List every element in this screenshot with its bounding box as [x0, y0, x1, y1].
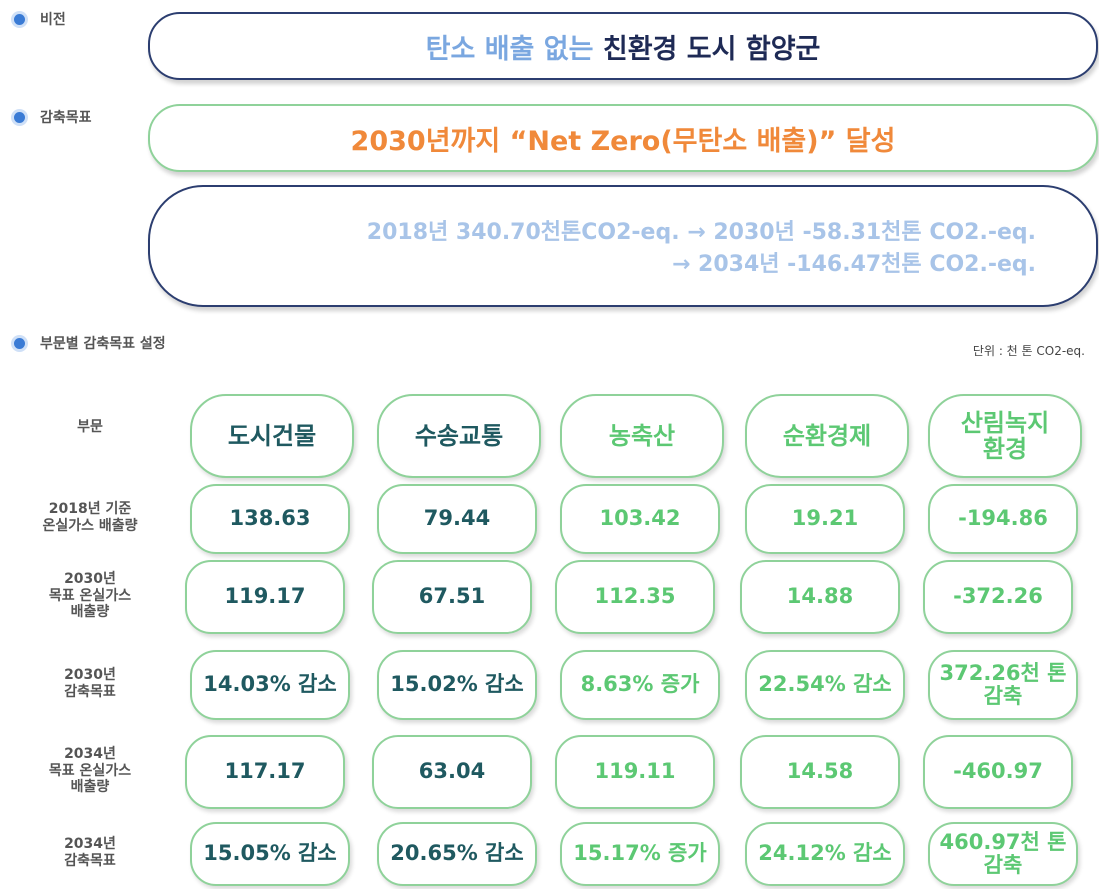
table-cell: 67.51	[372, 560, 532, 634]
row-label: 2034년 감축목표	[64, 836, 116, 869]
column-header: 도시건물	[190, 394, 354, 478]
column-header: 농축산	[560, 394, 724, 478]
table-cell: 15.02% 감소	[377, 650, 537, 720]
bullet	[14, 338, 25, 349]
table-cell: 19.21	[745, 484, 905, 554]
goal-detail-box: 2018년 340.70천톤CO2-eq. → 2030년 -58.31천톤 C…	[148, 185, 1098, 307]
vision-light: 탄소 배출 없는	[425, 33, 594, 65]
table-cell: 24.12% 감소	[745, 822, 905, 886]
table-cell: 103.42	[560, 484, 720, 554]
column-header: 산림녹지 환경	[928, 394, 1082, 478]
vision-label: 비전	[40, 12, 66, 28]
bullet	[14, 14, 25, 25]
table-cell: 79.44	[377, 484, 537, 554]
unit: 단위 : 천 톤 CO2-eq.	[972, 344, 1085, 358]
goal-detail: → 2034년 -146.47천톤 CO2.-eq.	[671, 252, 1036, 277]
bullet	[14, 112, 25, 123]
goal-label: 감축목표	[40, 110, 92, 126]
table-cell: 460.97천 톤 감축	[928, 822, 1078, 886]
row-label: 2030년 감축목표	[64, 667, 116, 700]
goal-box: 2030년까지 “Net Zero(무탄소 배출)” 달성	[148, 104, 1098, 172]
table-cell: 8.63% 증가	[560, 650, 720, 720]
table-cell: -372.26	[923, 560, 1073, 634]
row-label: 2030년 목표 온실가스 배출량	[48, 570, 132, 621]
column-header: 순환경제	[745, 394, 909, 478]
goal-detail: 2018년 340.70천톤CO2-eq. → 2030년 -58.31천톤 C…	[366, 220, 1036, 245]
table-cell: 63.04	[372, 735, 532, 809]
corner-label: 부문	[77, 418, 103, 435]
table-cell: 119.11	[555, 735, 715, 809]
table-cell: 14.58	[740, 735, 900, 809]
table-cell: 372.26천 톤 감축	[928, 650, 1078, 720]
table-cell: 14.88	[740, 560, 900, 634]
sector-label: 부문별 감축목표 설정	[40, 336, 166, 352]
column-header: 수송교통	[377, 394, 541, 478]
table-cell: 117.17	[185, 735, 345, 809]
table-cell: 14.03% 감소	[190, 650, 350, 720]
table-cell: -194.86	[928, 484, 1078, 554]
table-cell: 15.05% 감소	[190, 822, 350, 886]
table-cell: 22.54% 감소	[745, 650, 905, 720]
vision-dark: 친환경 도시 함양군	[602, 33, 821, 65]
table-cell: -460.97	[923, 735, 1073, 809]
table-cell: 138.63	[190, 484, 350, 554]
table-cell: 112.35	[555, 560, 715, 634]
table-cell: 119.17	[185, 560, 345, 634]
table-cell: 20.65% 감소	[377, 822, 537, 886]
vision-box: 탄소 배출 없는 친환경 도시 함양군	[148, 12, 1098, 80]
table-cell: 15.17% 증가	[560, 822, 720, 886]
goal-headline: 2030년까지 “Net Zero(무탄소 배출)” 달성	[350, 125, 896, 157]
row-label: 2034년 목표 온실가스 배출량	[48, 745, 132, 796]
row-label: 2018년 기준 온실가스 배출량	[42, 501, 138, 534]
